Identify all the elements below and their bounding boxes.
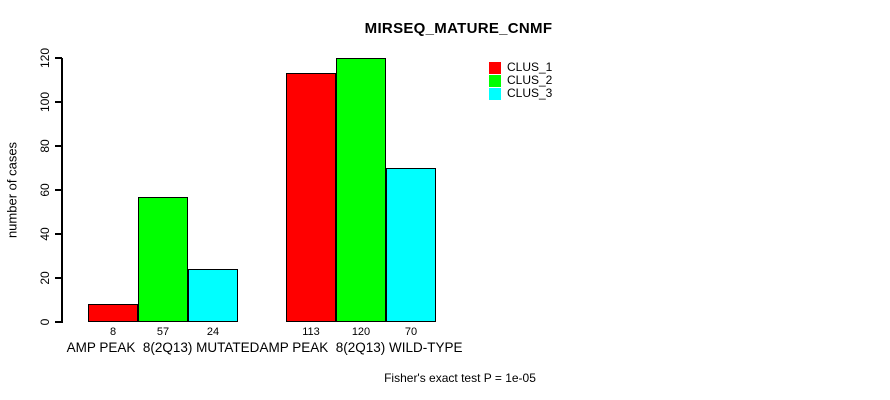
x-category-label: AMP PEAK 8(2Q13) MUTATED [66,340,260,355]
legend-item-clus_2: CLUS_2 [489,74,552,87]
legend-label: CLUS_3 [507,86,553,100]
y-axis-tick [55,57,62,59]
legend-label: CLUS_1 [507,60,553,74]
legend-color-swatch [489,74,501,87]
x-category-label: AMP PEAK 8(2Q13) WILD-TYPE [259,340,463,355]
bar-value-label: 8 [109,326,117,338]
bar-value-label: 57 [156,326,170,338]
bar-clus_2-group1 [138,196,188,322]
y-axis-tick-label: 40 [38,227,52,241]
chart-title: MIRSEQ_MATURE_CNMF [364,20,553,37]
legend-color-swatch [489,87,501,100]
bar-clus_1-group2 [286,73,336,322]
bar-clus_1-group1 [88,304,138,322]
legend: CLUS_1 CLUS_2 CLUS_3 [489,61,552,100]
bar-value-label: 113 [302,326,320,338]
bar-clus_3-group1 [188,269,238,322]
bar-value-label: 70 [404,326,418,338]
y-axis-tick [55,101,62,103]
y-axis-tick-label: 80 [38,139,52,153]
bar-clus_3-group2 [386,168,436,322]
footnote-pvalue: Fisher's exact test P = 1e-05 [384,371,536,385]
y-axis-tick [55,321,62,323]
y-axis-tick-label: 100 [38,91,52,113]
bar-value-label: 24 [206,326,220,338]
legend-color-swatch [489,61,501,74]
y-axis-tick [55,233,62,235]
legend-item-clus_3: CLUS_3 [489,87,552,100]
y-axis-tick-label: 120 [38,47,52,69]
bar-value-label: 120 [351,326,371,338]
y-axis-tick-label: 60 [38,183,52,197]
y-axis-tick [55,189,62,191]
legend-item-clus_1: CLUS_1 [489,61,552,74]
legend-label: CLUS_2 [507,73,553,87]
y-axis-label: number of cases [4,141,20,239]
y-axis-tick [55,145,62,147]
y-axis-tick-label: 0 [38,318,52,326]
y-axis-tick [55,277,62,279]
bar-clus_2-group2 [336,58,386,322]
y-axis-tick-label: 20 [38,271,52,285]
